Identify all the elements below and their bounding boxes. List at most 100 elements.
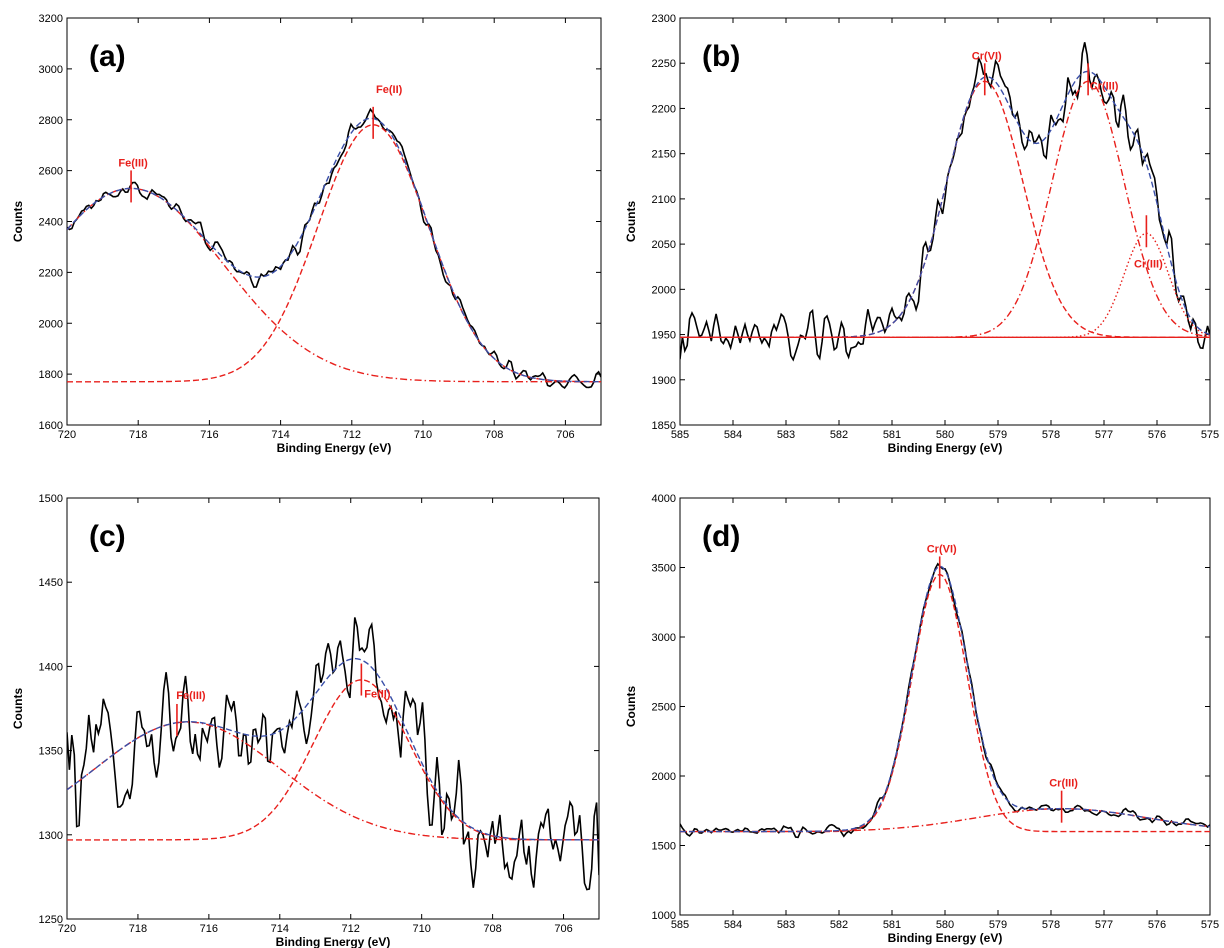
y-tick-label: 1950 bbox=[652, 330, 676, 342]
y-tick-label: 2150 bbox=[652, 149, 676, 161]
x-tick-label: 712 bbox=[343, 429, 361, 441]
chart-panel-2: 585 584 583 582 581 580 579 578 577 576 575 1850 190… bbox=[624, 13, 1219, 455]
x-tick-label: 712 bbox=[342, 923, 360, 935]
x-tick-label: 583 bbox=[777, 429, 795, 441]
y-tick-label: 1300 bbox=[39, 830, 63, 842]
y-tick-label: 1600 bbox=[39, 420, 63, 432]
x-tick-label: 710 bbox=[414, 429, 432, 441]
y-axis-label: Counts bbox=[11, 201, 25, 243]
x-tick-label: 575 bbox=[1201, 429, 1219, 441]
y-tick-label: 3000 bbox=[652, 632, 676, 644]
peak-label: Cr(VI) bbox=[972, 50, 1002, 62]
measured-spectrum bbox=[680, 42, 1210, 362]
y-tick-label: 2300 bbox=[652, 13, 676, 25]
y-axis-label: Counts bbox=[11, 688, 25, 730]
x-tick-label: 580 bbox=[936, 919, 954, 931]
x-tick-label: 581 bbox=[883, 919, 901, 931]
x-tick-label: 581 bbox=[883, 429, 901, 441]
y-axis-label: Counts bbox=[624, 686, 638, 728]
y-tick-label: 2250 bbox=[652, 58, 676, 70]
panel-label: (a) bbox=[89, 40, 126, 73]
y-tick-label: 4000 bbox=[652, 493, 676, 505]
plot-frame bbox=[679, 17, 1211, 426]
y-tick-label: 2000 bbox=[652, 284, 676, 296]
y-tick-label: 1400 bbox=[39, 661, 63, 673]
x-tick-label: 582 bbox=[830, 919, 848, 931]
y-axis-label: Counts bbox=[624, 201, 638, 243]
x-tick-label: 720 bbox=[58, 429, 76, 441]
x-tick-label: 706 bbox=[556, 429, 574, 441]
peak-label: Cr(III) bbox=[1090, 80, 1119, 92]
y-tick-label: 3500 bbox=[652, 563, 676, 575]
peak-label: Cr(III) bbox=[1134, 258, 1163, 270]
y-tick-label: 2500 bbox=[652, 702, 676, 714]
fit-component-3 bbox=[680, 232, 1210, 338]
panel-label: (d) bbox=[702, 520, 740, 553]
x-tick-label: 718 bbox=[129, 429, 147, 441]
plot-frame bbox=[66, 497, 600, 920]
peak-label: Cr(III) bbox=[1049, 778, 1078, 790]
x-tick-label: 714 bbox=[271, 429, 289, 441]
x-tick-label: 580 bbox=[936, 429, 954, 441]
x-axis-label: Binding Energy (eV) bbox=[277, 441, 392, 455]
x-tick-label: 714 bbox=[271, 923, 289, 935]
plot-frame bbox=[679, 497, 1211, 916]
fit-component-1 bbox=[67, 187, 601, 383]
x-axis-label: Binding Energy (eV) bbox=[888, 931, 1003, 945]
chart-panel-3: 720 718 716 714 712 710 708 706 1250 1300 1350 1400… bbox=[11, 493, 600, 948]
fit-envelope bbox=[680, 565, 1210, 833]
y-tick-label: 2200 bbox=[39, 267, 63, 279]
y-tick-label: 3200 bbox=[39, 13, 63, 25]
x-tick-label: 578 bbox=[1042, 429, 1060, 441]
y-tick-label: 3000 bbox=[39, 64, 63, 76]
peak-label: Fe(III) bbox=[118, 157, 148, 169]
x-tick-label: 716 bbox=[200, 429, 218, 441]
x-axis-label: Binding Energy (eV) bbox=[276, 935, 391, 948]
x-tick-label: 718 bbox=[129, 923, 147, 935]
measured-spectrum bbox=[67, 107, 601, 389]
y-tick-label: 2400 bbox=[39, 217, 63, 229]
x-tick-label: 584 bbox=[724, 429, 742, 441]
chart-panel-4: 585 584 583 582 581 580 579 578 577 576 575 1000 150… bbox=[624, 493, 1219, 945]
y-tick-label: 1350 bbox=[39, 746, 63, 758]
measured-spectrum bbox=[67, 617, 599, 891]
x-tick-label: 716 bbox=[200, 923, 218, 935]
y-tick-label: 1500 bbox=[39, 493, 63, 505]
peak-label: Cr(VI) bbox=[927, 543, 957, 555]
x-tick-label: 576 bbox=[1148, 919, 1166, 931]
y-tick-label: 2800 bbox=[39, 115, 63, 127]
x-tick-label: 579 bbox=[989, 429, 1007, 441]
x-tick-label: 575 bbox=[1201, 919, 1219, 931]
panel-label: (c) bbox=[89, 520, 126, 553]
x-tick-label: 720 bbox=[58, 923, 76, 935]
x-tick-label: 585 bbox=[671, 919, 689, 931]
y-tick-label: 2000 bbox=[39, 318, 63, 330]
y-tick-label: 2200 bbox=[652, 103, 676, 115]
y-tick-label: 2050 bbox=[652, 239, 676, 251]
panel-label: (b) bbox=[702, 40, 740, 73]
y-tick-label: 1450 bbox=[39, 577, 63, 589]
fit-envelope bbox=[680, 70, 1210, 338]
fit-component-1 bbox=[680, 80, 1210, 338]
x-tick-label: 582 bbox=[830, 429, 848, 441]
y-tick-label: 2100 bbox=[652, 194, 676, 206]
peak-label: Fe(II) bbox=[364, 689, 391, 701]
x-tick-label: 708 bbox=[483, 923, 501, 935]
y-tick-label: 1250 bbox=[39, 914, 63, 926]
fit-envelope bbox=[67, 117, 601, 383]
y-tick-label: 2600 bbox=[39, 166, 63, 178]
peak-label: Fe(III) bbox=[176, 690, 206, 702]
fit-component-2 bbox=[67, 679, 599, 841]
fit-envelope bbox=[67, 657, 599, 841]
y-tick-label: 1850 bbox=[652, 420, 676, 432]
fit-component-1 bbox=[680, 573, 1210, 833]
x-tick-label: 583 bbox=[777, 919, 795, 931]
x-tick-label: 706 bbox=[554, 923, 572, 935]
fit-component-2 bbox=[680, 80, 1210, 338]
x-tick-label: 584 bbox=[724, 919, 742, 931]
y-tick-label: 1000 bbox=[652, 910, 676, 922]
peak-label: Fe(II) bbox=[376, 84, 403, 96]
x-tick-label: 577 bbox=[1095, 429, 1113, 441]
x-tick-label: 578 bbox=[1042, 919, 1060, 931]
